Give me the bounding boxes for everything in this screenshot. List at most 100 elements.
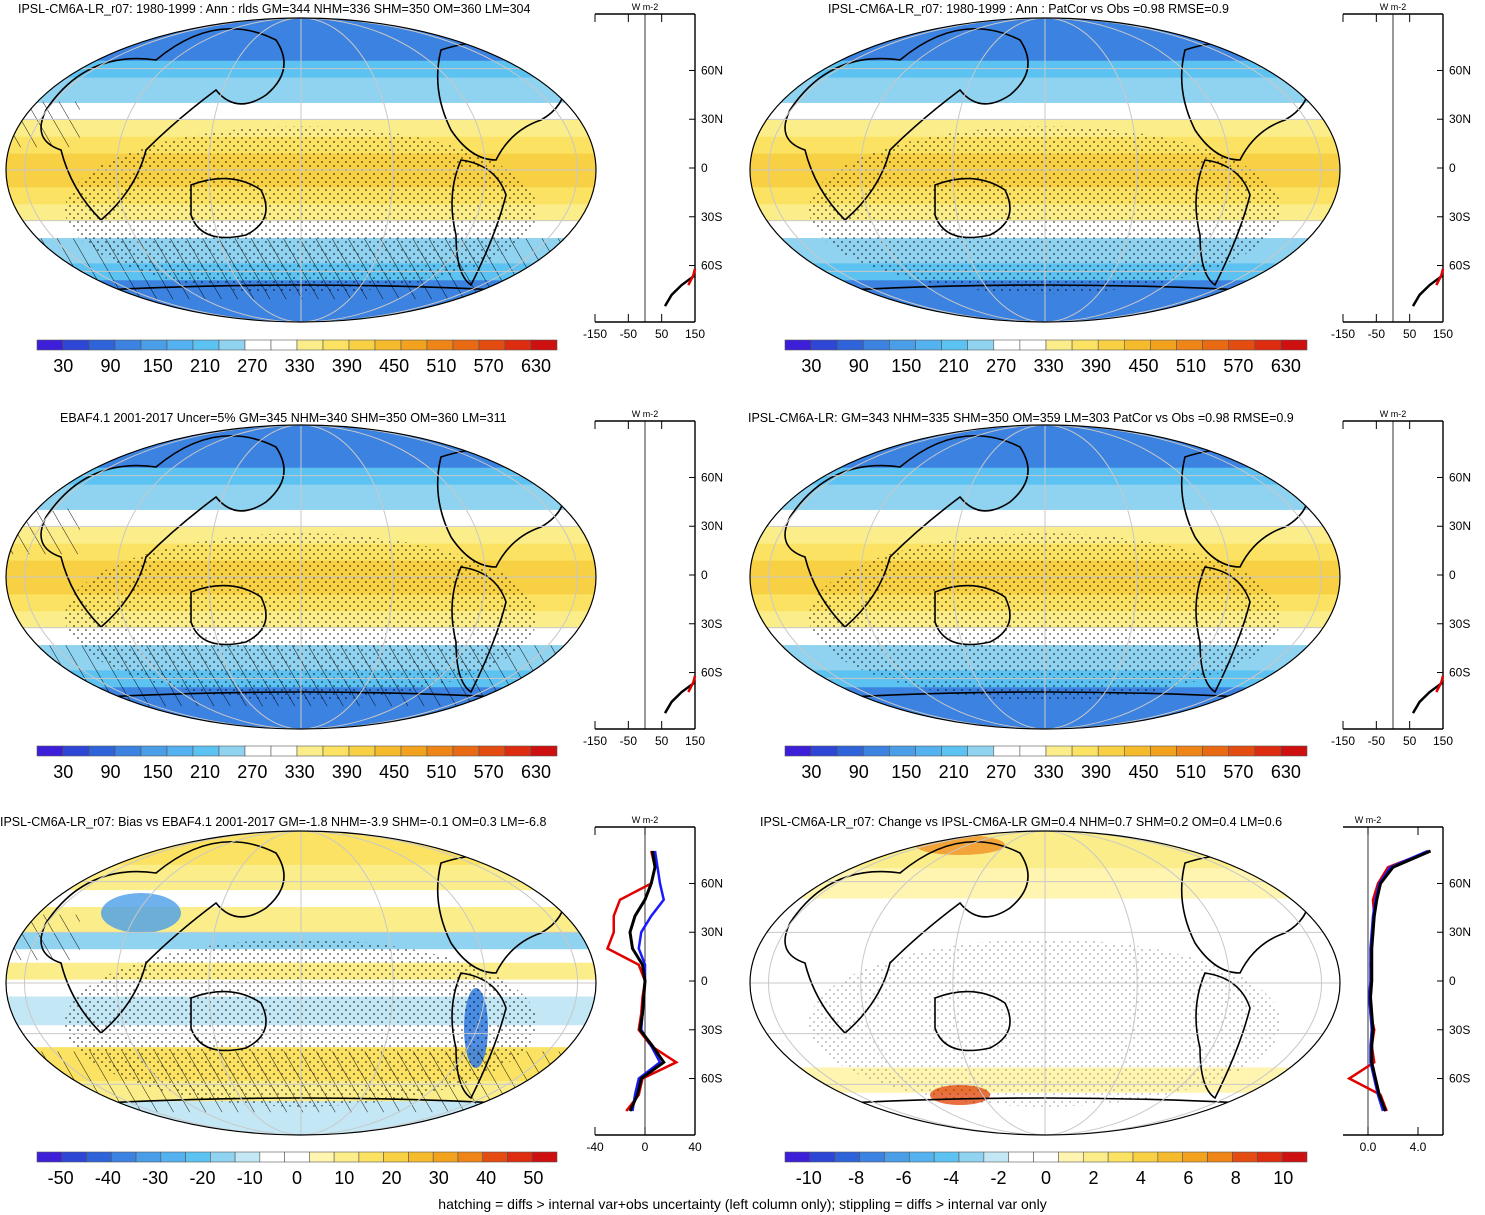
panel-2-graphics: 30 90 150 210 270 330 390 450 510 570 630 W m-2 -150… — [749, 2, 1471, 376]
graticule-lon — [952, 831, 1046, 1135]
map-outline — [749, 424, 1341, 730]
colorbar-swatch — [432, 1151, 459, 1163]
colorbar-swatch — [374, 745, 402, 757]
colorbar-label: 510 — [426, 762, 456, 782]
colorbar-label: 570 — [474, 762, 504, 782]
panel-4-graphics: 30 90 150 210 270 330 390 450 510 570 630 W m-2 -150… — [749, 409, 1471, 782]
graticule-lon — [300, 831, 578, 1135]
colorbar-swatch — [348, 745, 376, 757]
colorbar-swatch — [1281, 1151, 1308, 1163]
colorbar-swatch — [457, 1151, 484, 1163]
hatching — [6, 914, 80, 961]
colorbar-label: 630 — [521, 762, 551, 782]
colorbar-label: 0 — [292, 1168, 302, 1188]
colorbar-swatch — [1280, 745, 1308, 757]
graticule-lon — [116, 425, 302, 729]
zonal-lat-label: 60N — [701, 63, 723, 77]
colorbar-swatch — [1082, 1151, 1109, 1163]
colorbar-label: -4 — [943, 1168, 959, 1188]
colorbar-swatch — [1207, 1151, 1233, 1163]
panel-1-graphics: 30 90 150 210 270 330 390 450 510 570 630 W m-2 -150… — [5, 2, 723, 376]
colorbar-swatch — [383, 1151, 409, 1163]
zonal-tick-label: 150 — [1433, 734, 1453, 748]
colorbar-swatch — [530, 339, 558, 351]
zonal-lat-label: 30N — [1449, 519, 1471, 533]
zonal-lat-label: 30N — [701, 112, 723, 126]
graticule-lon — [116, 831, 302, 1135]
zonal-lat-label: 30S — [1449, 1023, 1470, 1037]
zonal-lat-label: 30S — [1449, 210, 1470, 224]
colorbar-swatch — [61, 1151, 87, 1163]
zonal-series-line — [628, 850, 666, 1112]
colorbar-swatch — [530, 745, 558, 757]
colorbar-label: 30 — [53, 356, 73, 376]
colorbar-label: 330 — [285, 356, 315, 376]
colorbar-label: 630 — [1271, 356, 1301, 376]
zonal-series-line — [1368, 849, 1432, 1112]
colorbar-swatch — [244, 339, 272, 351]
hatching — [6, 101, 80, 148]
colorbar-label: 450 — [1128, 762, 1158, 782]
colorbar-label: 210 — [190, 356, 220, 376]
zonal-series-line — [1411, 274, 1444, 307]
colorbar-swatch — [784, 339, 812, 351]
zonal-tick-label: 0 — [642, 1140, 649, 1154]
colorbar-swatch — [86, 1151, 112, 1163]
colorbar-label: 570 — [1223, 762, 1253, 782]
colorbar-swatch — [1182, 1151, 1208, 1163]
colorbar-swatch — [88, 339, 116, 351]
colorbar-swatch — [1202, 745, 1229, 757]
colorbar-label: -6 — [896, 1168, 912, 1188]
zonal-tick-label: 50 — [655, 734, 669, 748]
colorbar-swatch — [1228, 339, 1256, 351]
colorbar-label: 210 — [939, 356, 969, 376]
colorbar-swatch — [1097, 339, 1125, 351]
colorbar-swatch — [110, 1151, 137, 1163]
colorbar-swatch — [889, 745, 916, 757]
zonal-unit: W m-2 — [1355, 815, 1382, 825]
zonal-series-line — [687, 268, 697, 286]
colorbar-swatch — [836, 745, 864, 757]
colorbar-swatch — [426, 339, 454, 351]
colorbar-swatch — [160, 1151, 186, 1163]
colorbar-label: 30 — [801, 762, 821, 782]
colorbar-label: 270 — [237, 356, 267, 376]
colorbar-label: 270 — [237, 762, 267, 782]
colorbar-label: 390 — [1081, 356, 1111, 376]
colorbar-swatch — [1157, 1151, 1184, 1163]
colorbar-swatch — [322, 745, 350, 757]
colorbar-label: 450 — [379, 356, 409, 376]
colorbar-swatch — [1176, 339, 1203, 351]
graticule-lon — [860, 425, 1046, 729]
panel-2-title: IPSL-CM6A-LR_r07: 1980-1999 : Ann : PatC… — [828, 2, 1229, 16]
colorbar-label: 390 — [1081, 762, 1111, 782]
colorbar-swatch — [400, 339, 428, 351]
colorbar-swatch — [784, 745, 812, 757]
colorbar-swatch — [507, 1151, 533, 1163]
graticule-lon — [116, 18, 302, 322]
colorbar-swatch — [36, 745, 64, 757]
colorbar-swatch — [140, 745, 168, 757]
colorbar-swatch — [140, 339, 168, 351]
panel-5-title: IPSL-CM6A-LR_r07: Bias vs EBAF4.1 2001-2… — [0, 815, 547, 829]
zonal-tick-label: 4.0 — [1410, 1140, 1427, 1154]
zonal-tick-label: 50 — [1403, 327, 1417, 341]
colorbar-swatch — [259, 1151, 285, 1163]
colorbar-label: 330 — [285, 762, 315, 782]
colorbar-label: -20 — [189, 1168, 215, 1188]
zonal-lat-label: 30N — [701, 519, 723, 533]
panel-5-graphics: -50 -40 -30 -20 -10 0 10 20 30 40 50 W m-2 -40 0 40 60N… — [5, 815, 723, 1188]
colorbar-label: -50 — [48, 1168, 74, 1188]
colorbar-swatch — [834, 1151, 860, 1163]
colorbar-label: 50 — [523, 1168, 543, 1188]
colorbar-swatch — [36, 339, 64, 351]
zonal-tick-label: 150 — [685, 734, 705, 748]
zonal-lat-label: 60S — [701, 666, 722, 680]
colorbar-swatch — [967, 745, 995, 757]
zonal-lat-label: 60N — [701, 876, 723, 890]
colorbar-swatch — [348, 339, 376, 351]
colorbar-label: 90 — [849, 356, 869, 376]
colorbar-swatch — [62, 745, 90, 757]
colorbar-label: 570 — [1223, 356, 1253, 376]
